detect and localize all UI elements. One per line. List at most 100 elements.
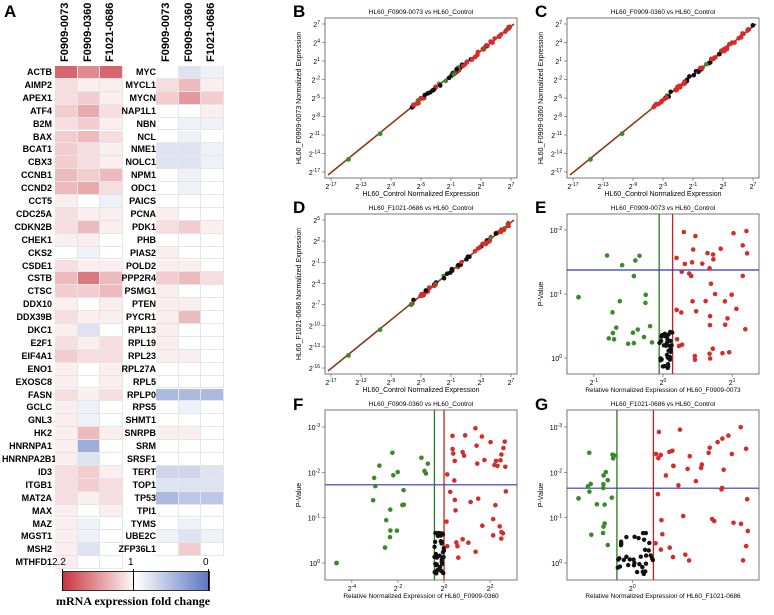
data-point — [482, 457, 487, 463]
panel-letter-a: A — [4, 2, 17, 21]
data-point — [587, 489, 592, 494]
data-point — [732, 40, 737, 45]
data-point — [434, 571, 439, 576]
data-point — [720, 436, 725, 441]
data-point — [427, 285, 432, 291]
data-point — [480, 241, 486, 246]
heatmap-cell — [178, 104, 201, 118]
data-point — [658, 452, 664, 458]
heatmap-cell — [201, 517, 224, 531]
heatmap-cell — [100, 130, 123, 144]
data-point — [487, 238, 492, 244]
heatmap-cell — [100, 104, 123, 118]
heatmap-cell — [55, 427, 78, 441]
heatmap-cell — [100, 427, 123, 441]
heatmap-row-label: APEX1 — [22, 92, 52, 103]
heatmap-cell — [100, 285, 123, 299]
data-point — [425, 288, 430, 294]
data-point — [681, 229, 687, 235]
data-point — [625, 341, 631, 347]
data-point — [667, 545, 673, 550]
data-point — [373, 483, 378, 489]
plot-title: HL60_F0909-0360 vs HL60_Control — [369, 401, 474, 408]
heatmap-cell — [178, 362, 201, 376]
data-point — [617, 556, 622, 561]
data-point — [682, 79, 687, 84]
heatmap-cell — [100, 220, 123, 234]
data-point — [686, 271, 692, 276]
heatmap-cell — [201, 543, 224, 557]
x-tick-label: 27 — [508, 378, 515, 387]
heatmap-row-label: TPI1 — [136, 505, 156, 516]
data-point — [495, 463, 500, 469]
data-point — [447, 270, 453, 275]
y-axis-label: HL60_F1021-0686 Normalized Expression — [296, 228, 303, 360]
data-point — [484, 240, 489, 246]
heatmap-cell — [100, 311, 123, 324]
panel-letter-f: F — [293, 395, 304, 414]
y-tick-label: 2-4 — [312, 279, 321, 288]
heatmap-cell — [178, 336, 201, 350]
heatmap-cell — [201, 362, 224, 376]
data-point — [666, 348, 671, 353]
data-point — [643, 569, 648, 574]
data-point — [488, 39, 493, 44]
y-axis-label: HL60_F0909-0073 Normalized Expression — [296, 32, 303, 164]
data-point — [705, 250, 710, 256]
legend-gradient-bar — [62, 571, 210, 591]
heatmap-row-label: DDX39B — [16, 312, 52, 323]
heatmap-cell — [55, 156, 78, 170]
heatmap-cell — [100, 453, 123, 466]
data-point — [418, 293, 423, 299]
heatmap-cell — [55, 543, 78, 557]
data-point — [346, 156, 351, 162]
data-point — [433, 84, 438, 90]
heatmap-cell — [77, 182, 100, 195]
data-point — [444, 472, 450, 477]
data-point — [740, 243, 746, 248]
data-point — [437, 564, 443, 570]
data-point — [662, 333, 668, 339]
data-point — [419, 292, 424, 297]
data-point — [611, 337, 617, 342]
data-point — [586, 450, 592, 456]
data-point — [411, 103, 416, 109]
data-point — [659, 334, 664, 339]
heatmap-cell — [156, 414, 179, 428]
data-point — [436, 530, 441, 536]
data-point — [440, 561, 445, 567]
data-point — [460, 449, 465, 455]
heatmap-cell — [77, 336, 100, 350]
data-point — [431, 282, 437, 287]
data-point — [648, 553, 653, 558]
data-point — [707, 445, 713, 450]
data-point — [687, 453, 693, 459]
data-point — [707, 351, 712, 357]
heatmap-cell — [77, 259, 100, 273]
heatmap-cell — [77, 143, 100, 157]
data-point — [601, 481, 606, 487]
heatmap-cell — [55, 414, 78, 428]
heatmap-row-label: CSTB — [27, 273, 53, 284]
data-point — [721, 47, 726, 52]
heatmap-cell — [100, 156, 123, 170]
heatmap-cell — [100, 117, 123, 131]
data-point — [616, 557, 621, 562]
data-point — [719, 485, 725, 491]
x-tick-label: 2-17 — [567, 182, 578, 191]
x-tick-label: 2-17 — [325, 182, 336, 191]
data-point — [420, 292, 426, 298]
heatmap-cell — [77, 401, 100, 415]
heatmap-cell — [55, 195, 78, 208]
data-point — [503, 464, 508, 470]
data-point — [664, 94, 670, 99]
data-point — [650, 557, 656, 563]
data-point — [750, 23, 756, 28]
data-point — [726, 433, 731, 438]
y-axis-label: P-Value — [538, 483, 545, 507]
data-point — [641, 571, 646, 577]
data-point — [668, 347, 673, 352]
data-point — [633, 258, 638, 263]
regression-line — [569, 23, 757, 176]
heatmap-cell — [77, 78, 100, 92]
